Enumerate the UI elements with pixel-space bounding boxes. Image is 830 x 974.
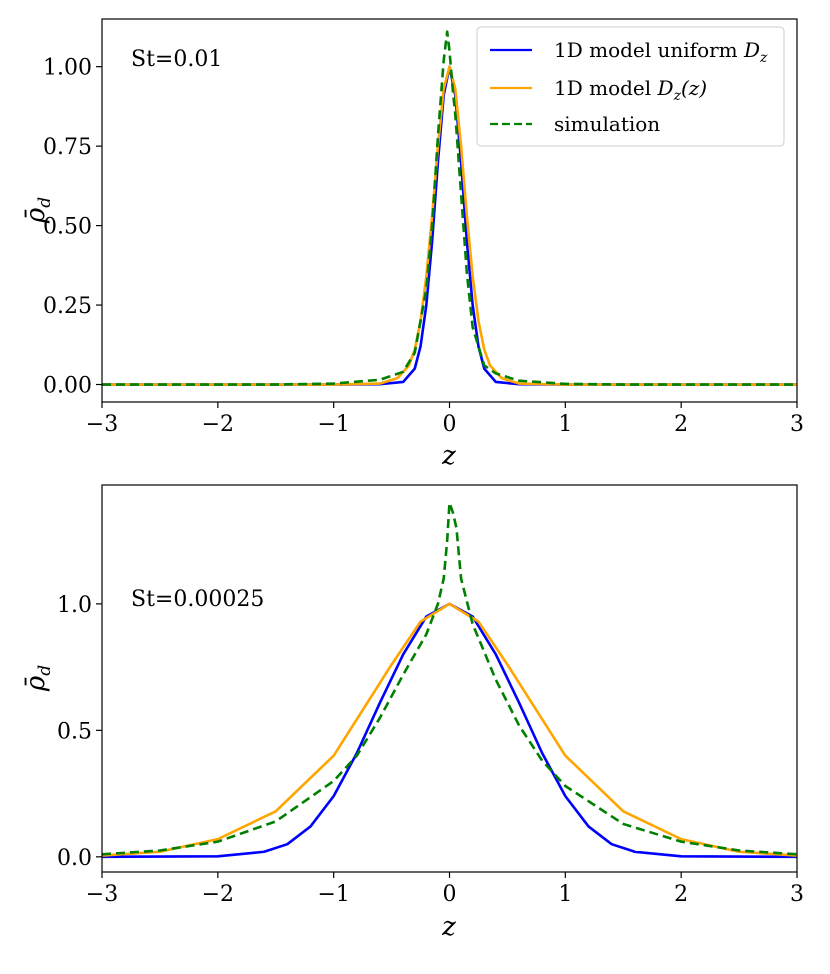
bottom-plot-frame	[101, 484, 798, 873]
top-series-simulation	[102, 30, 797, 386]
legend: 1D model uniform Dz 1D model Dz(z) simul…	[476, 26, 785, 147]
legend-entry-simulation: simulation	[554, 112, 660, 136]
top-y-tick-label: 0.25	[43, 294, 92, 319]
bottom-x-tick-label: −2	[202, 882, 234, 907]
top-annotation: St=0.01	[131, 47, 222, 72]
top-y-tick-label: 0.00	[43, 374, 92, 399]
top-x-tick-label: −3	[86, 412, 118, 437]
bottom-y-tick-label: 0.5	[57, 719, 92, 744]
top-x-tick-label: 1	[558, 412, 572, 437]
bottom-y-tick-label: 0.0	[57, 846, 92, 871]
top-x-tick-label: 2	[674, 412, 688, 437]
top-series-group	[102, 30, 797, 386]
bottom-x-ticks: −3 −2 −1 0 1 2 3	[86, 872, 804, 907]
bottom-series-simulation	[102, 501, 797, 856]
legend-box	[476, 26, 785, 147]
top-y-tick-label: 1.00	[43, 56, 92, 81]
bottom-y-label-sub: d	[35, 665, 55, 676]
top-x-tick-label: 3	[790, 412, 804, 437]
bottom-x-tick-label: 2	[674, 882, 688, 907]
bottom-x-tick-label: −1	[317, 882, 349, 907]
top-series-1d-model-d-z-z	[102, 65, 797, 386]
top-y-tick-label: 0.75	[43, 135, 92, 160]
bottom-x-tick-label: −3	[86, 882, 118, 907]
top-panel: −3 −2 −1 0 1 2 3 0.000.250.500.751.00 St=0.01 …	[21, 18, 804, 471]
legend-entry-uniform: 1D model uniform Dz	[554, 38, 768, 66]
bottom-series-1d-model-d-z-z	[102, 602, 797, 857]
bottom-series-group	[102, 501, 797, 859]
bottom-y-axis-label: ρ̄d	[21, 665, 55, 692]
top-x-axis-label: z	[441, 441, 456, 471]
bottom-x-axis-label: z	[441, 912, 456, 942]
bottom-y-label-main: ρ̄	[21, 675, 51, 692]
top-x-tick-label: −2	[202, 412, 234, 437]
bottom-x-tick-label: 1	[558, 882, 572, 907]
top-y-label-sub: d	[35, 197, 55, 208]
top-y-label-main: ρ̄	[21, 207, 51, 224]
bottom-y-tick-label: 1.0	[57, 593, 92, 618]
top-y-tick-label: 0.50	[43, 215, 92, 240]
bottom-x-tick-label: 0	[443, 882, 457, 907]
top-x-tick-label: −1	[317, 412, 349, 437]
bottom-x-tick-label: 3	[790, 882, 804, 907]
svg-text:ρ̄d: ρ̄d	[21, 197, 55, 224]
bottom-annotation: St=0.00025	[131, 587, 264, 612]
bottom-panel: −3 −2 −1 0 1 2 3 0.0 0.5 1.0 St=0.00025 z ρ̄d	[21, 484, 804, 942]
legend-entry-variable: 1D model Dz(z)	[554, 76, 707, 104]
top-y-axis-label: ρ̄d	[21, 197, 55, 224]
svg-text:ρ̄d: ρ̄d	[21, 665, 55, 692]
top-y-ticks: 0.00 0.25 0.50 0.75 1.00	[43, 56, 102, 399]
top-x-ticks: −3 −2 −1 0 1 2 3	[86, 402, 804, 437]
bottom-series-1d-model-uniform-d-z	[102, 602, 797, 859]
bottom-y-ticks: 0.0 0.5 1.0	[57, 593, 102, 871]
top-x-tick-label: 0	[443, 412, 457, 437]
